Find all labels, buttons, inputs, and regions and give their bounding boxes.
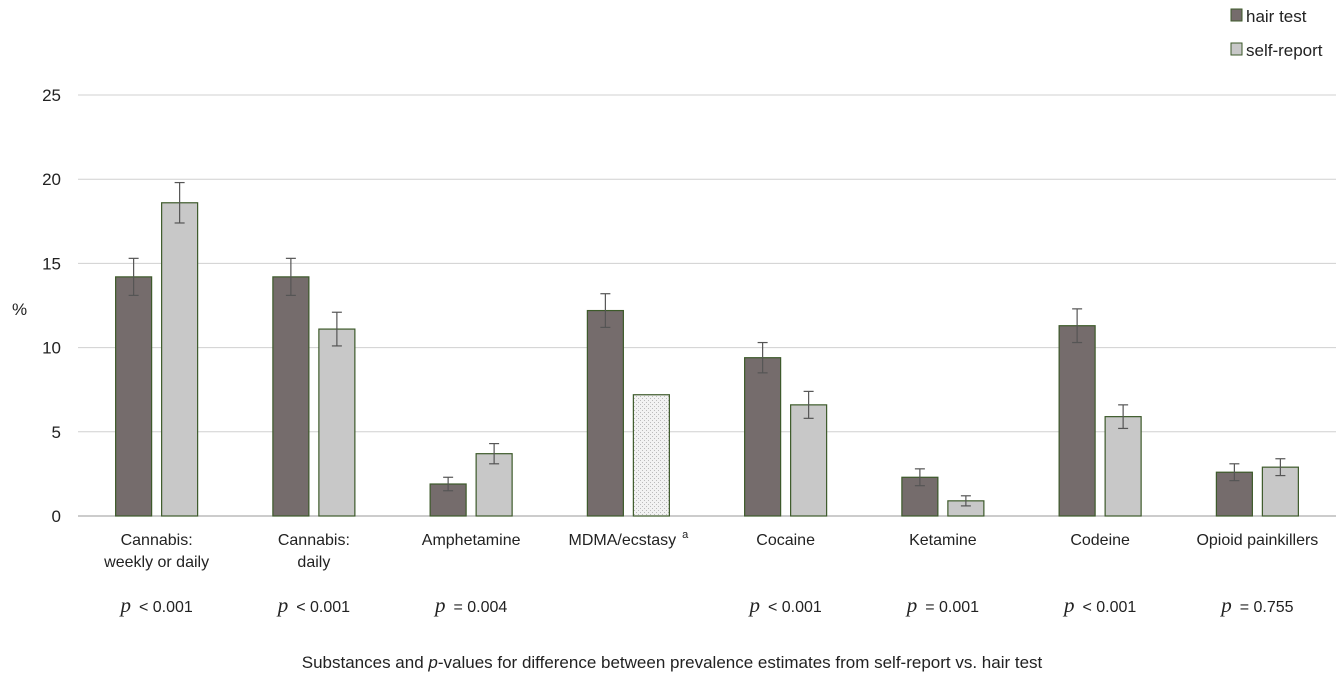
error-bar	[1229, 463, 1240, 482]
p-value-label: p < 0.001	[747, 593, 821, 617]
error-bar	[757, 341, 768, 374]
error-bar	[914, 468, 925, 487]
bar-hair-test	[744, 357, 782, 517]
error-bar	[960, 495, 971, 507]
y-tick-label: 20	[42, 170, 61, 189]
y-tick-label: 10	[42, 339, 61, 358]
bar-hair-test	[115, 276, 153, 517]
error-bar	[600, 293, 611, 328]
p-value-label: p < 0.001	[1062, 593, 1136, 617]
legend: hair test self-report	[1230, 7, 1323, 60]
error-bar	[443, 476, 454, 492]
error-bar	[489, 442, 500, 465]
legend-swatch	[1230, 8, 1243, 22]
p-values: p < 0.001 p < 0.001 p = 0.004 p < 0.001 p = 0.001…	[118, 593, 1293, 617]
legend-swatch	[1230, 42, 1243, 56]
error-bar	[1275, 458, 1286, 477]
error-bar	[285, 257, 296, 296]
y-tick-label: 0	[52, 507, 61, 526]
bar-self-report	[1104, 416, 1142, 517]
category-label: Cannabis: daily	[278, 532, 350, 571]
bar-self-report	[632, 394, 670, 517]
bar-hair-test	[1058, 325, 1096, 517]
bar-hair-test	[586, 309, 624, 517]
bar-self-report	[318, 328, 356, 517]
error-bar	[1072, 308, 1083, 344]
error-bars	[128, 181, 1286, 507]
p-value-label: p < 0.001	[118, 593, 192, 617]
y-tick-label: 5	[52, 423, 61, 442]
category-label: Opioid painkillers	[1196, 532, 1318, 549]
legend-label: self-report	[1246, 41, 1323, 60]
p-value-label: p = 0.755	[1219, 593, 1293, 617]
bar-self-report	[790, 404, 828, 517]
category-labels: Cannabis: weekly or daily Cannabis: daily Am…	[103, 529, 1318, 571]
y-axis-ticks: 0 5 10 15 20 25	[42, 86, 61, 526]
p-value-label: p < 0.001	[276, 593, 350, 617]
category-label: Cannabis: weekly or daily	[103, 532, 209, 571]
bar-hair-test	[272, 276, 310, 517]
x-axis-label: Substances and p-values for difference b…	[302, 653, 1043, 672]
p-value-label: p = 0.004	[433, 593, 507, 617]
category-label: MDMA/ecstasy a	[569, 529, 690, 549]
legend-item: hair test	[1230, 7, 1307, 26]
category-label: Ketamine	[909, 532, 977, 549]
bars	[115, 202, 1299, 517]
error-bar	[128, 257, 139, 296]
y-tick-label: 15	[42, 254, 61, 273]
category-label: Amphetamine	[422, 532, 521, 549]
p-value-label: p = 0.001	[905, 593, 979, 617]
gridlines	[78, 94, 1336, 517]
y-axis-label: %	[12, 300, 27, 319]
error-bar	[1118, 404, 1129, 430]
legend-label: hair test	[1246, 7, 1307, 26]
error-bar	[174, 181, 185, 224]
category-label: Cocaine	[756, 532, 815, 549]
error-bar	[331, 311, 342, 347]
legend-item: self-report	[1230, 41, 1323, 60]
category-label: Codeine	[1070, 532, 1130, 549]
bar-self-report	[161, 202, 199, 517]
error-bar	[803, 390, 814, 419]
y-tick-label: 25	[42, 86, 61, 105]
